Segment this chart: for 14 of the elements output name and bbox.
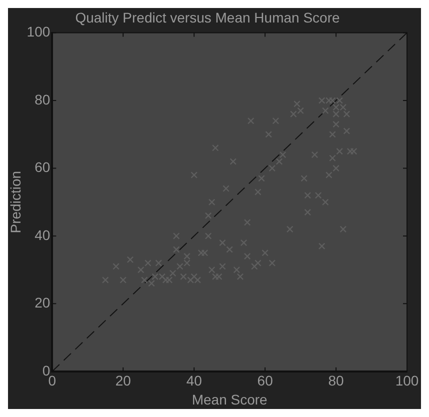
y-tick-label: 80: [34, 91, 50, 108]
x-tick-label: 20: [115, 372, 132, 389]
x-tick-label: 100: [395, 372, 419, 389]
y-axis-title: Prediction: [7, 170, 24, 234]
y-tick-label: 20: [34, 294, 50, 311]
x-tick-label: 60: [257, 372, 274, 389]
x-tick-label: 80: [328, 372, 344, 389]
x-axis-title: Mean Score: [192, 391, 268, 408]
chart-title: Quality Predict versus Mean Human Score: [75, 9, 340, 26]
x-tick-label: 40: [186, 372, 202, 389]
y-tick-label: 60: [34, 159, 50, 176]
y-tick-label: 40: [34, 226, 50, 243]
y-tick-label: 100: [26, 24, 50, 40]
y-tick-label: 0: [42, 362, 50, 378]
